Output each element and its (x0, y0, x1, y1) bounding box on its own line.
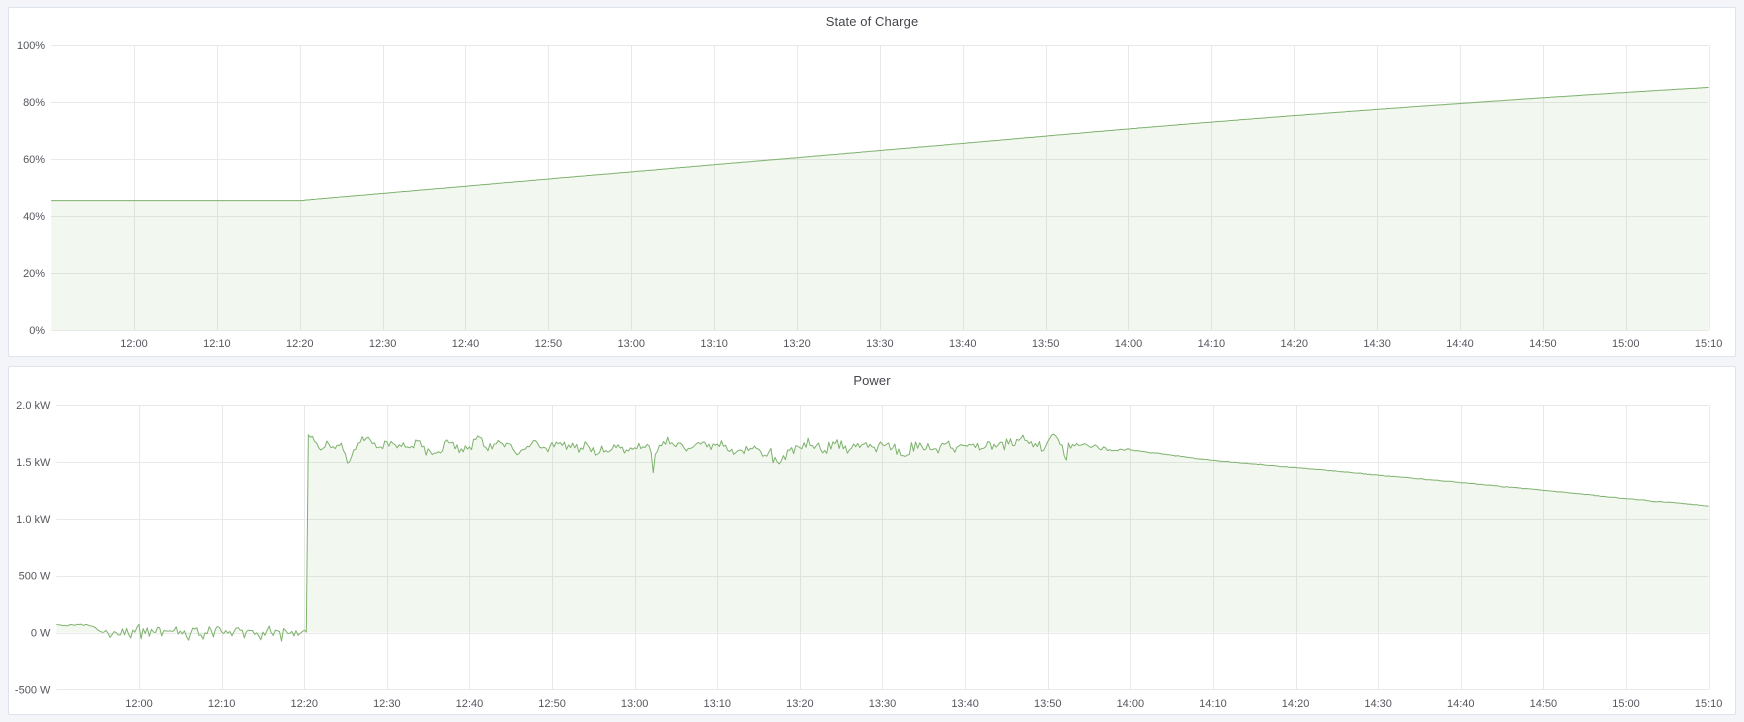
x-tick-label: 13:10 (700, 338, 728, 350)
panel-power: Power -500 W 0 W 500 W 1.0 kW 1.5 kW 2.0 kW 12… (8, 366, 1736, 715)
x-tick-label: 12:20 (286, 338, 314, 350)
x-tick-label: 15:10 (1695, 698, 1723, 710)
x-tick-label: 12:50 (538, 698, 566, 710)
x-tick-label: 12:50 (535, 338, 563, 350)
y-tick-label: 0% (29, 325, 45, 337)
series-line (51, 86, 1709, 202)
x-tick-label: 14:40 (1446, 338, 1474, 350)
y-tick-label: 1.5 kW (16, 457, 51, 469)
x-tick-label: 12:00 (125, 698, 153, 710)
x-tick-label: 12:40 (452, 338, 480, 350)
y-tick-label: 100% (17, 40, 45, 52)
x-tick-label: 12:00 (120, 338, 148, 350)
x-tick-label: 14:10 (1198, 338, 1226, 350)
y-tick-label: 500 W (19, 571, 51, 583)
y-tick-label: 1.0 kW (16, 514, 51, 526)
x-tick-label: 15:10 (1695, 338, 1723, 350)
x-tick-label: 13:30 (866, 338, 894, 350)
x-tick-label: 14:20 (1282, 698, 1310, 710)
y-tick-label: 2.0 kW (16, 400, 51, 412)
panel-state-of-charge: State of Charge 0% 20% 40% 60% 80% 100% 12:00 1… (8, 7, 1736, 357)
x-tick-label: 13:00 (621, 698, 649, 710)
x-tick-label: 14:30 (1364, 698, 1392, 710)
y-tick-label: 80% (23, 97, 45, 109)
x-tick-label: 12:30 (373, 698, 401, 710)
panel-title-power[interactable]: Power (853, 373, 891, 388)
series-fill (56, 434, 1709, 642)
y-tick-label: -500 W (15, 684, 51, 696)
power-chart[interactable]: -500 W 0 W 500 W 1.0 kW 1.5 kW 2.0 kW 12:00 12:… (9, 367, 1735, 714)
x-tick-label: 12:10 (203, 338, 231, 350)
x-tick-label: 13:50 (1032, 338, 1060, 350)
x-tick-label: 12:20 (290, 698, 318, 710)
panel-title-state-of-charge[interactable]: State of Charge (825, 14, 919, 29)
x-tick-label: 14:20 (1280, 338, 1308, 350)
x-tick-label: 13:40 (951, 698, 979, 710)
y-tick-label: 0 W (31, 628, 51, 640)
x-tick-label: 12:30 (369, 338, 397, 350)
series-line (56, 433, 1709, 642)
x-tick-label: 13:00 (617, 338, 645, 350)
y-tick-label: 40% (23, 211, 45, 223)
x-tick-label: 14:00 (1115, 338, 1143, 350)
x-tick-label: 14:00 (1117, 698, 1145, 710)
x-tick-label: 13:40 (949, 338, 977, 350)
x-tick-label: 15:00 (1612, 338, 1640, 350)
y-tick-label: 20% (23, 268, 45, 280)
x-tick-label: 13:30 (869, 698, 897, 710)
x-tick-label: 14:50 (1530, 698, 1558, 710)
x-tick-label: 12:40 (456, 698, 484, 710)
x-tick-label: 13:20 (783, 338, 811, 350)
x-tick-label: 13:50 (1034, 698, 1062, 710)
soc-chart[interactable]: 0% 20% 40% 60% 80% 100% 12:00 12:10 12:20 12:30 12… (9, 8, 1735, 356)
x-tick-label: 13:10 (704, 698, 732, 710)
x-tick-label: 14:40 (1447, 698, 1475, 710)
series-fill (51, 87, 1709, 330)
x-tick-label: 15:00 (1612, 698, 1640, 710)
x-tick-label: 13:20 (786, 698, 814, 710)
x-tick-label: 14:10 (1199, 698, 1227, 710)
x-tick-label: 14:30 (1363, 338, 1391, 350)
y-tick-label: 60% (23, 154, 45, 166)
x-tick-label: 12:10 (208, 698, 236, 710)
x-tick-label: 14:50 (1529, 338, 1557, 350)
